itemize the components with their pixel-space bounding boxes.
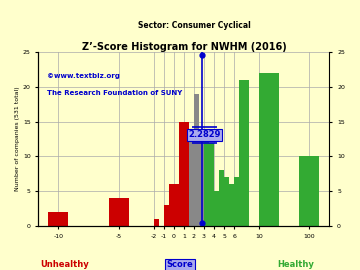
Bar <box>239 80 249 226</box>
Text: The Research Foundation of SUNY: The Research Foundation of SUNY <box>47 90 182 96</box>
Title: Z’-Score Histogram for NWHM (2016): Z’-Score Histogram for NWHM (2016) <box>81 42 286 52</box>
Bar <box>189 129 194 226</box>
Bar <box>229 184 234 226</box>
Text: Sector: Consumer Cyclical: Sector: Consumer Cyclical <box>138 21 251 30</box>
Bar <box>209 143 214 226</box>
Bar <box>204 136 209 226</box>
Text: Healthy: Healthy <box>277 260 314 269</box>
Bar <box>184 122 189 226</box>
Bar <box>234 177 239 226</box>
Bar <box>109 198 119 226</box>
Bar <box>224 177 229 226</box>
Bar <box>154 219 159 226</box>
Bar <box>169 184 174 226</box>
Bar <box>194 94 199 226</box>
Text: Unhealthy: Unhealthy <box>40 260 89 269</box>
Text: 2.2829: 2.2829 <box>188 130 221 139</box>
Text: Score: Score <box>167 260 193 269</box>
Bar <box>300 157 319 226</box>
Bar <box>119 198 129 226</box>
Bar <box>219 170 224 226</box>
Bar <box>259 73 279 226</box>
Bar <box>48 212 68 226</box>
Y-axis label: Number of companies (531 total): Number of companies (531 total) <box>15 87 20 191</box>
Bar <box>214 191 219 226</box>
Bar <box>179 122 184 226</box>
Bar <box>199 129 204 226</box>
Bar <box>164 205 169 226</box>
Bar <box>174 184 179 226</box>
Text: ©www.textbiz.org: ©www.textbiz.org <box>47 73 120 79</box>
